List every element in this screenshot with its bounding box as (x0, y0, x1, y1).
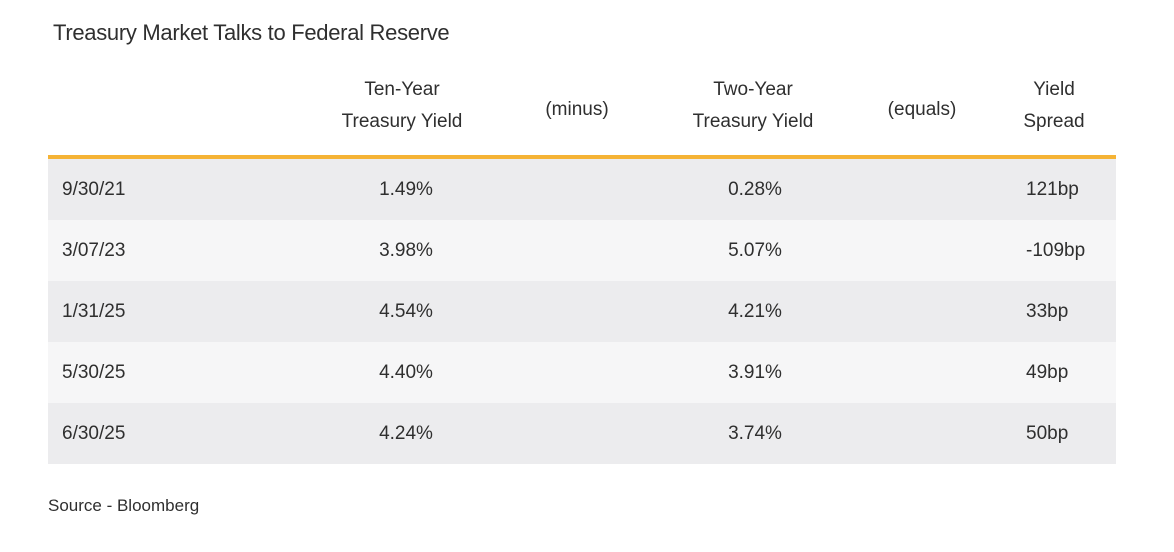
table-row: 3/07/23 3.98% 5.07% -109bp (48, 220, 1116, 281)
two-year-cell: 5.07% (728, 240, 782, 261)
two-year-cell: 4.21% (728, 301, 782, 322)
header-two-year-line2: Treasury Yield (692, 111, 814, 132)
two-year-cell: 0.28% (728, 179, 782, 200)
header-spread-line1: Yield (1033, 79, 1075, 100)
header-minus: (minus) (545, 94, 608, 126)
date-cell: 3/07/23 (62, 240, 126, 261)
date-cell: 9/30/21 (62, 179, 126, 200)
ten-year-cell: 4.54% (379, 301, 433, 322)
table-title: Treasury Market Talks to Federal Reserve (53, 20, 450, 45)
header-two-year-line1: Two-Year (713, 79, 793, 100)
table-row: 5/30/25 4.40% 3.91% 49bp (48, 342, 1116, 403)
header-ten-year-line1: Ten-Year (364, 79, 440, 100)
header-divider (48, 155, 1116, 159)
spread-cell: 33bp (1026, 301, 1069, 322)
ten-year-cell: 3.98% (379, 240, 433, 261)
ten-year-cell: 4.40% (379, 362, 433, 383)
table-row: 9/30/21 1.49% 0.28% 121bp (48, 159, 1116, 220)
spread-cell: -109bp (1026, 240, 1086, 261)
header-ten-year-line2: Treasury Yield (341, 111, 463, 132)
date-cell: 6/30/25 (62, 423, 126, 444)
two-year-cell: 3.91% (728, 362, 782, 383)
header-two-year-yield: Two-Year Treasury Yield (693, 74, 814, 138)
spread-cell: 121bp (1026, 179, 1079, 200)
table-row: 6/30/25 4.24% 3.74% 50bp (48, 403, 1116, 464)
spread-cell: 50bp (1026, 423, 1069, 444)
yield-table-body: 9/30/21 1.49% 0.28% 121bp 3/07/23 3.98% … (48, 159, 1116, 464)
ten-year-cell: 1.49% (379, 179, 433, 200)
spread-cell: 49bp (1026, 362, 1069, 383)
table-row: 1/31/25 4.54% 4.21% 33bp (48, 281, 1116, 342)
source-note: Source - Bloomberg (48, 496, 200, 515)
header-equals-label: (equals) (887, 99, 957, 120)
header-equals: (equals) (888, 94, 957, 126)
date-cell: 1/31/25 (62, 301, 126, 322)
ten-year-cell: 4.24% (379, 423, 433, 444)
header-ten-year-yield: Ten-Year Treasury Yield (342, 74, 463, 138)
two-year-cell: 3.74% (728, 423, 782, 444)
header-spread-line2: Spread (1023, 111, 1085, 132)
date-cell: 5/30/25 (62, 362, 126, 383)
header-minus-label: (minus) (545, 99, 609, 120)
table-header: Ten-Year Treasury Yield (minus) Two-Year… (48, 70, 1116, 156)
header-yield-spread: Yield Spread (1023, 74, 1084, 138)
